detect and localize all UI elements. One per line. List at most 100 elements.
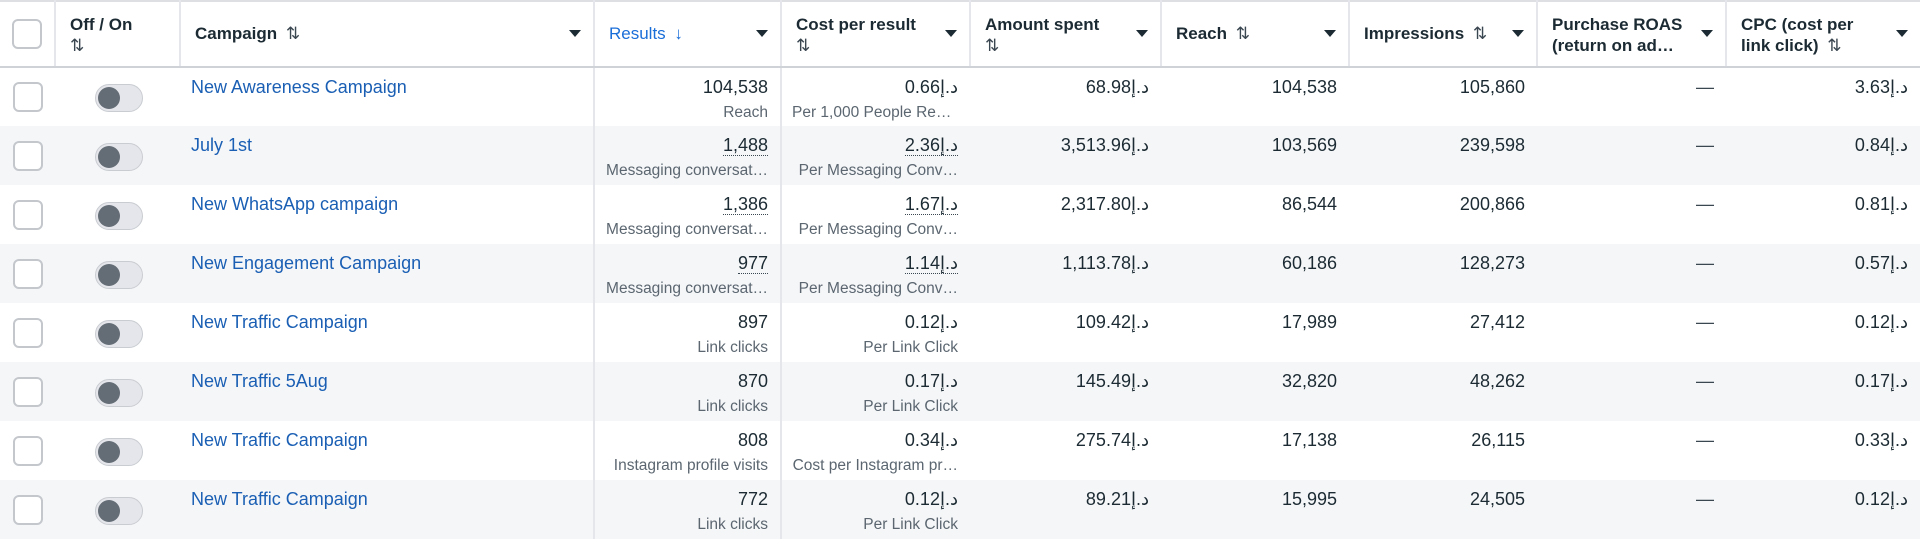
results-type-label: Link clicks: [697, 516, 768, 533]
sort-icon[interactable]: ⇅: [1827, 36, 1842, 55]
table-row[interactable]: New Awareness Campaign 104,538 Reach 0.66…: [0, 67, 1920, 126]
table-row[interactable]: July 1st 1,488 Messaging conversat… 2.36د…: [0, 126, 1920, 185]
campaign-on-off-toggle[interactable]: [95, 142, 143, 171]
impressions-value: 24,505: [1469, 489, 1525, 509]
reach-value: 15,995: [1281, 489, 1337, 509]
column-menu-caret-icon[interactable]: [1896, 30, 1908, 37]
impressions-value: 200,866: [1459, 194, 1525, 214]
impressions-value: 27,412: [1469, 312, 1525, 332]
cost-per-result-label: Per Link Click: [863, 339, 958, 356]
select-all-checkbox[interactable]: [12, 19, 42, 49]
column-menu-caret-icon[interactable]: [945, 30, 957, 37]
header-cost-per-result[interactable]: Cost per result ⇅: [781, 0, 971, 68]
header-impressions-label: Impressions: [1364, 23, 1465, 43]
results-value[interactable]: 1,488: [722, 135, 768, 156]
cost-per-result-value[interactable]: 1.14د.إ: [904, 253, 958, 274]
row-checkbox[interactable]: [12, 376, 43, 407]
cpc-value: 0.84د.إ: [1854, 135, 1908, 155]
header-campaign[interactable]: Campaign ⇅: [180, 0, 595, 68]
row-checkbox[interactable]: [12, 258, 43, 289]
roas-value: —: [1696, 194, 1714, 214]
row-checkbox[interactable]: [12, 140, 43, 171]
campaign-on-off-toggle[interactable]: [95, 496, 143, 525]
results-value[interactable]: 1,386: [722, 194, 768, 215]
campaign-on-off-toggle[interactable]: [95, 84, 143, 112]
table-row[interactable]: New Traffic Campaign 897 Link clicks 0.12…: [0, 303, 1920, 362]
header-off-on[interactable]: Off / On ⇅: [55, 0, 181, 68]
column-menu-caret-icon[interactable]: [756, 30, 768, 37]
header-cpc[interactable]: CPC (cost per link click) ⇅: [1726, 0, 1920, 68]
sort-descending-icon[interactable]: ↓: [674, 23, 683, 43]
cost-per-result-value[interactable]: 2.36د.إ: [904, 135, 958, 156]
campaign-on-off-toggle[interactable]: [95, 378, 143, 407]
campaign-on-off-toggle[interactable]: [95, 260, 143, 289]
toggle-knob: [98, 263, 120, 286]
campaign-name-link[interactable]: New Engagement Campaign: [191, 253, 422, 273]
table-row[interactable]: New Traffic Campaign 772 Link clicks 0.12…: [0, 480, 1920, 539]
cpc-value: 0.57د.إ: [1854, 253, 1908, 273]
sort-icon[interactable]: ⇅: [1472, 23, 1488, 43]
cost-per-result-value: 0.17د.إ: [904, 371, 958, 391]
campaign-on-off-toggle[interactable]: [95, 319, 143, 348]
campaign-on-off-toggle[interactable]: [95, 201, 143, 230]
toggle-knob: [98, 145, 120, 168]
row-checkbox[interactable]: [12, 494, 43, 525]
campaign-name-link[interactable]: New Traffic Campaign: [191, 430, 368, 450]
header-off-on-label: Off / On: [70, 15, 133, 34]
campaign-name-link[interactable]: New WhatsApp campaign: [191, 194, 399, 214]
reach-value: 17,989: [1281, 312, 1337, 332]
impressions-value: 128,273: [1459, 253, 1525, 273]
cpc-value: 3.63د.إ: [1854, 77, 1908, 97]
campaign-name-link[interactable]: New Awareness Campaign: [191, 77, 407, 97]
results-type-label: Messaging conversat…: [606, 221, 768, 238]
campaign-on-off-toggle[interactable]: [95, 437, 143, 466]
results-value[interactable]: 977: [737, 253, 768, 274]
header-impressions[interactable]: Impressions ⇅: [1349, 0, 1538, 68]
reach-value: 104,538: [1271, 77, 1337, 97]
toggle-knob: [98, 440, 120, 463]
amount-spent-value: 1,113.78د.إ: [1062, 253, 1149, 273]
roas-value: —: [1696, 253, 1714, 273]
sort-icon[interactable]: ⇅: [1235, 23, 1251, 43]
row-checkbox[interactable]: [12, 317, 43, 348]
sort-icon[interactable]: ⇅: [796, 36, 811, 55]
column-menu-caret-icon[interactable]: [1512, 30, 1524, 37]
sort-icon[interactable]: ⇅: [985, 36, 1000, 55]
row-checkbox[interactable]: [12, 199, 43, 230]
cost-per-result-label: Per Link Click: [863, 516, 958, 533]
header-results[interactable]: Results ↓: [594, 0, 782, 68]
cpc-value: 0.12د.إ: [1854, 489, 1908, 509]
cost-per-result-label: Per Messaging Conv…: [798, 162, 958, 179]
header-reach[interactable]: Reach ⇅: [1161, 0, 1350, 68]
campaign-name-link[interactable]: July 1st: [191, 135, 253, 155]
header-purchase-roas[interactable]: Purchase ROAS (return on ad…: [1537, 0, 1727, 68]
campaign-name-link[interactable]: New Traffic Campaign: [191, 489, 368, 509]
results-type-label: Messaging conversat…: [606, 162, 768, 179]
reach-value: 32,820: [1281, 371, 1337, 391]
table-row[interactable]: New WhatsApp campaign 1,386 Messaging con…: [0, 185, 1920, 244]
row-checkbox[interactable]: [12, 435, 43, 466]
sort-icon[interactable]: ⇅: [285, 23, 301, 43]
results-value: 870: [737, 371, 768, 391]
results-value: 772: [737, 489, 768, 509]
campaign-name-link[interactable]: New Traffic Campaign: [191, 312, 368, 332]
table-row[interactable]: New Engagement Campaign 977 Messaging con…: [0, 244, 1920, 303]
table-row[interactable]: New Traffic 5Aug 870 Link clicks 0.17د.إ P…: [0, 362, 1920, 421]
column-menu-caret-icon[interactable]: [1136, 30, 1148, 37]
row-checkbox[interactable]: [12, 82, 43, 112]
results-type-label: Link clicks: [697, 339, 768, 356]
column-menu-caret-icon[interactable]: [1701, 30, 1713, 37]
column-menu-caret-icon[interactable]: [569, 30, 581, 37]
sort-icon[interactable]: ⇅: [70, 36, 85, 55]
amount-spent-value: 3,513.96د.إ: [1060, 135, 1149, 155]
toggle-knob: [98, 204, 120, 227]
column-menu-caret-icon[interactable]: [1324, 30, 1336, 37]
header-reach-label: Reach: [1176, 23, 1228, 43]
impressions-value: 26,115: [1471, 430, 1525, 450]
header-amount-spent-label: Amount spent: [985, 15, 1100, 34]
table-row[interactable]: New Traffic Campaign 808 Instagram profil…: [0, 421, 1920, 480]
campaign-name-link[interactable]: New Traffic 5Aug: [191, 371, 328, 391]
results-type-label: Instagram profile visits: [613, 457, 768, 474]
cost-per-result-value[interactable]: 1.67د.إ: [904, 194, 958, 215]
header-amount-spent[interactable]: Amount spent ⇅: [970, 0, 1162, 68]
